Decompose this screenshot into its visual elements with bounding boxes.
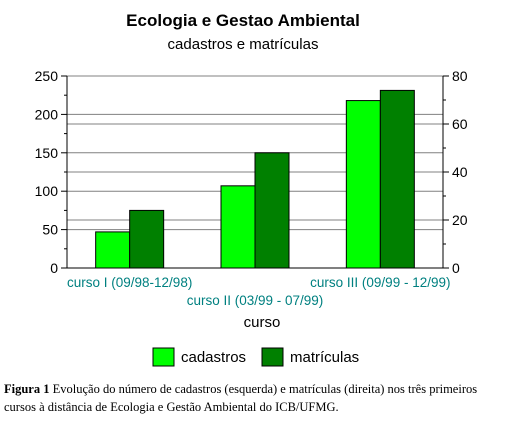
caption-text: Evolução do número de cadastros (esquerd…: [4, 382, 478, 414]
figure-caption: Figura 1 Evolução do número de cadastros…: [4, 380, 504, 416]
category-label: curso I (09/98-12/98): [67, 275, 192, 290]
tick-label-left: 250: [35, 68, 59, 84]
bar-matrículas: [254, 152, 290, 269]
caption-label: Figura 1: [4, 382, 50, 396]
bar-matrículas: [379, 89, 415, 269]
x-axis-label: curso: [244, 314, 281, 331]
bar-matrículas: [129, 209, 165, 269]
chart: Ecologia e Gestao Ambiental cadastros e …: [35, 11, 468, 367]
bar-cadastros: [345, 100, 381, 269]
chart-subtitle: cadastros e matrículas: [168, 36, 319, 53]
tick-label-right: 20: [452, 212, 468, 228]
tick-label-right: 60: [452, 116, 468, 132]
tick-label-left: 0: [50, 260, 58, 276]
tick-label-left: 200: [35, 106, 59, 122]
legend-label: cadastros: [181, 349, 246, 366]
chart-title: Ecologia e Gestao Ambiental: [126, 11, 360, 30]
tick-label-right: 40: [452, 164, 468, 180]
tick-label-right: 80: [452, 68, 468, 84]
tick-label-left: 50: [42, 222, 58, 238]
bar-cadastros: [95, 231, 131, 269]
tick-label-left: 100: [35, 183, 59, 199]
bar-cadastros: [220, 185, 256, 269]
legend: cadastros matrículas: [152, 347, 359, 367]
tick-label-right: 0: [452, 260, 460, 276]
category-label: curso III (09/99 - 12/99): [310, 275, 450, 290]
tick-label-left: 150: [35, 145, 59, 161]
plot-area: 0 50 100 150 200 250 0 20 40 60 80 curso I (09/98-1…: [35, 68, 468, 308]
legend-swatch: [152, 347, 175, 367]
legend-label: matrículas: [290, 349, 359, 366]
legend-swatch: [261, 347, 284, 367]
category-label: curso II (03/99 - 07/99): [187, 293, 324, 308]
